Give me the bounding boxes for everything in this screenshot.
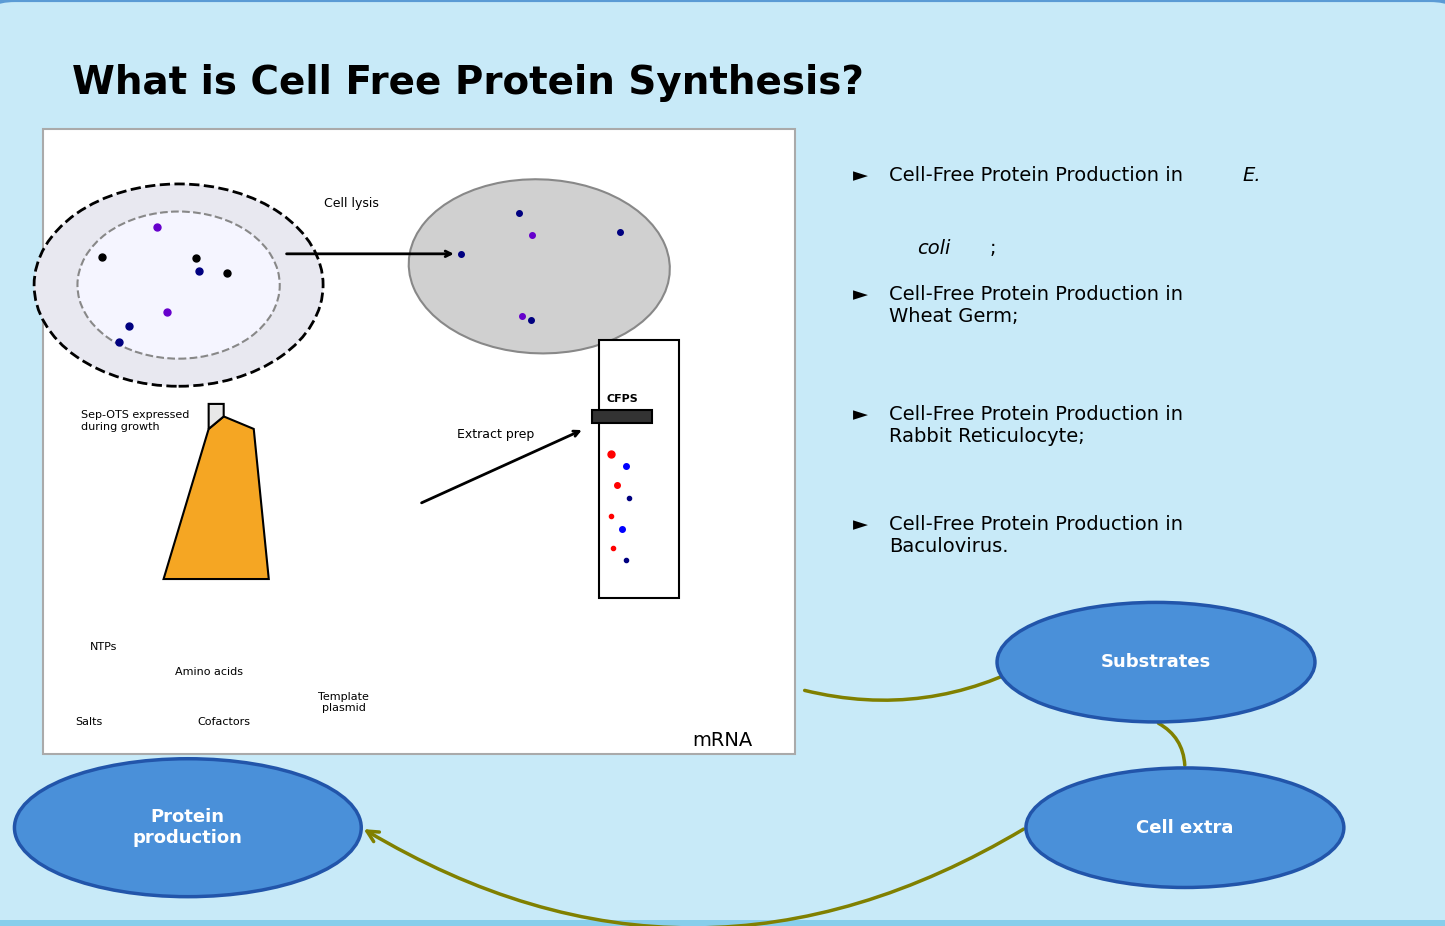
Text: NTPs: NTPs <box>90 642 117 652</box>
Text: Protein
production: Protein production <box>133 808 243 847</box>
Ellipse shape <box>14 758 361 896</box>
Text: ►: ► <box>853 405 874 424</box>
Text: Template
plasmid: Template plasmid <box>318 692 370 713</box>
Ellipse shape <box>409 180 670 354</box>
FancyBboxPatch shape <box>600 340 679 598</box>
Text: Extract prep: Extract prep <box>457 429 533 442</box>
Text: E.: E. <box>1243 166 1261 184</box>
Polygon shape <box>592 410 652 422</box>
Text: ►: ► <box>853 285 874 304</box>
Text: Salts: Salts <box>75 717 103 727</box>
Ellipse shape <box>997 603 1315 722</box>
Text: Cell-Free Protein Production in
Wheat Germ;: Cell-Free Protein Production in Wheat Ge… <box>889 285 1182 326</box>
FancyBboxPatch shape <box>43 129 795 754</box>
Text: ;: ; <box>990 239 996 258</box>
Text: Cell-Free Protein Production in
Baculovirus.: Cell-Free Protein Production in Baculovi… <box>889 515 1182 556</box>
Text: CFPS: CFPS <box>605 394 637 404</box>
Polygon shape <box>163 417 269 579</box>
Ellipse shape <box>35 184 324 386</box>
Text: Amino acids: Amino acids <box>175 667 243 677</box>
Text: Substrates: Substrates <box>1101 653 1211 671</box>
Text: What is Cell Free Protein Synthesis?: What is Cell Free Protein Synthesis? <box>72 65 864 103</box>
Text: Cofactors: Cofactors <box>197 717 250 727</box>
Text: Cell lysis: Cell lysis <box>324 197 379 210</box>
Text: mRNA: mRNA <box>692 731 753 749</box>
Text: Cell-Free Protein Production in
Rabbit Reticulocyte;: Cell-Free Protein Production in Rabbit R… <box>889 405 1182 445</box>
Ellipse shape <box>1026 768 1344 887</box>
Text: Cell extra: Cell extra <box>1136 819 1234 837</box>
Ellipse shape <box>78 211 280 358</box>
Text: ►: ► <box>853 166 874 184</box>
Text: Cell-Free Protein Production in: Cell-Free Protein Production in <box>889 166 1189 184</box>
Text: Sep-OTS expressed
during growth: Sep-OTS expressed during growth <box>81 410 189 432</box>
Text: coli: coli <box>918 239 951 258</box>
Text: ►: ► <box>853 515 874 534</box>
Polygon shape <box>208 404 224 429</box>
